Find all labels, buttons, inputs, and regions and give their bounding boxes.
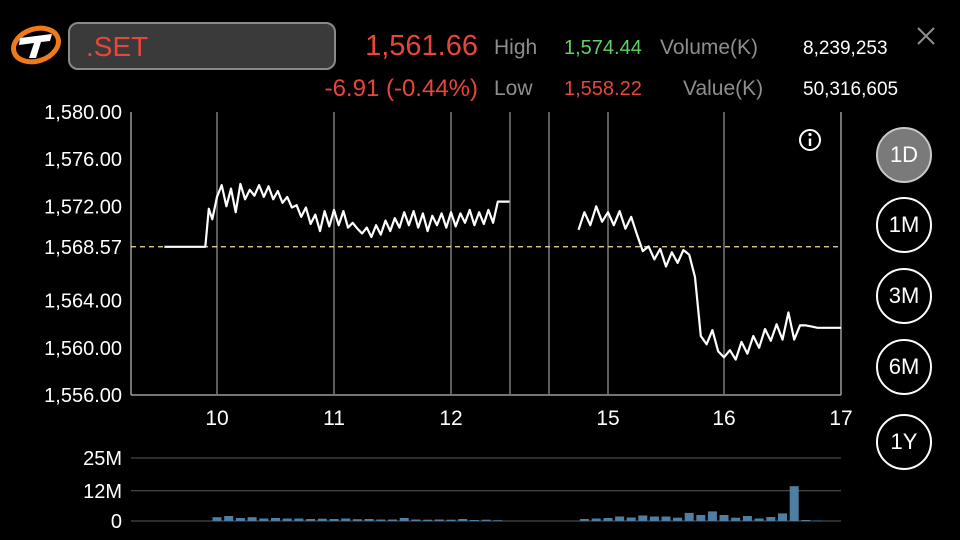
volume-bar <box>493 520 503 521</box>
volume-bar <box>235 518 245 521</box>
volume-bar <box>615 516 625 521</box>
y-tick-label: 1,564.00 <box>44 291 122 313</box>
volume-bar <box>259 518 269 521</box>
volume-bar <box>376 519 386 521</box>
price-chart-frame <box>130 112 842 396</box>
value-value: 50,316,605 <box>803 79 899 100</box>
period-1m-button[interactable]: 1M <box>876 197 932 253</box>
volume-bar <box>626 517 636 521</box>
volume-bar <box>707 511 717 521</box>
volume-bar <box>673 517 683 521</box>
volume-bar <box>742 516 752 521</box>
volume-bar <box>813 520 823 521</box>
y-tick-label: 1,556.00 <box>44 385 122 407</box>
volume-bar <box>801 520 811 521</box>
y-tick-label: 1,568.57 <box>44 237 122 259</box>
y-tick-label: 1,576.00 <box>44 149 122 171</box>
y-tick-label: 1,580.00 <box>44 102 122 124</box>
volume-tick-label: 25M <box>83 448 122 470</box>
volume-bars <box>212 486 823 521</box>
low-label: Low <box>494 77 533 100</box>
volume-bar <box>224 516 234 521</box>
x-tick-label: 11 <box>323 407 345 430</box>
volume-value: 8,239,253 <box>803 38 888 59</box>
volume-tick-label: 0 <box>111 511 122 533</box>
volume-bar <box>446 519 456 521</box>
volume-bar <box>388 519 397 521</box>
x-tick-label: 17 <box>829 407 852 430</box>
high-value: 1,574.44 <box>564 37 642 59</box>
symbol-input[interactable]: .SET <box>68 22 336 70</box>
volume-bar <box>329 519 339 521</box>
volume-bar <box>754 518 764 521</box>
volume-bar <box>766 517 776 521</box>
period-1y-button[interactable]: 1Y <box>876 414 932 470</box>
volume-bar <box>696 515 706 521</box>
volume-bar <box>778 513 787 521</box>
period-3m-button[interactable]: 3M <box>876 268 932 324</box>
symbol-value: .SET <box>86 31 149 62</box>
volume-bar <box>306 519 316 521</box>
price-chart: 1,580.00 1,576.00 1,572.00 1,568.57 1,564.00… <box>44 102 853 533</box>
volume-bar <box>212 517 222 521</box>
volume-bar <box>294 518 304 521</box>
price-change: -6.91 (-0.44%) <box>324 75 478 102</box>
volume-bar <box>603 518 613 521</box>
x-tick-label: 16 <box>712 407 735 430</box>
price-chart-grid <box>131 112 841 395</box>
high-label: High <box>494 36 538 59</box>
volume-bar <box>684 512 694 521</box>
volume-bar <box>661 516 671 521</box>
period-label: 6M <box>888 354 920 379</box>
volume-label: Volume(K) <box>660 36 759 59</box>
volume-bar <box>247 517 257 521</box>
volume-bar <box>341 518 351 521</box>
volume-bar <box>411 519 421 521</box>
price-line <box>164 182 510 248</box>
close-icon[interactable] <box>912 22 940 50</box>
volume-bar <box>591 518 601 521</box>
volume-chart-grid <box>131 457 841 522</box>
volume-bar <box>469 520 479 521</box>
volume-bar <box>271 518 280 521</box>
volume-bar <box>719 515 729 521</box>
period-label: 3M <box>888 283 920 308</box>
volume-bar <box>458 519 468 521</box>
volume-tick-label: 12M <box>83 481 122 503</box>
volume-bar <box>364 519 374 521</box>
settrade-logo <box>10 24 62 66</box>
x-tick-label: 15 <box>596 407 619 430</box>
last-price: 1,561.66 <box>365 30 478 62</box>
period-label: 1Y <box>890 429 918 454</box>
volume-bar <box>481 519 491 521</box>
x-tick-label: 12 <box>439 407 462 430</box>
volume-y-axis: 25M 12M 0 <box>83 448 122 533</box>
volume-bar <box>789 486 799 521</box>
volume-bar <box>399 518 409 521</box>
volume-bar <box>352 519 362 521</box>
price-line <box>577 205 841 361</box>
y-tick-label: 1,572.00 <box>44 196 122 218</box>
period-label: 1D <box>889 142 919 167</box>
volume-bar <box>317 518 327 521</box>
volume-bar <box>731 517 741 521</box>
volume-bar <box>649 516 659 521</box>
y-tick-label: 1,560.00 <box>44 338 122 360</box>
price-series <box>164 182 841 361</box>
low-value: 1,558.22 <box>564 78 642 100</box>
value-label: Value(K) <box>683 77 764 100</box>
period-label: 1M <box>888 212 920 237</box>
volume-bar <box>282 518 292 521</box>
x-tick-label: 10 <box>205 407 228 430</box>
info-icon[interactable] <box>799 129 821 151</box>
volume-bar <box>638 515 648 521</box>
period-1d-button[interactable]: 1D <box>876 127 932 183</box>
volume-bar <box>423 519 433 521</box>
volume-bar <box>434 519 444 521</box>
period-6m-button[interactable]: 6M <box>876 339 932 395</box>
price-y-axis: 1,580.00 1,576.00 1,572.00 1,568.57 1,564.00… <box>44 102 122 407</box>
time-x-axis: 10 11 12 15 16 17 <box>205 407 852 430</box>
volume-bar <box>579 519 589 521</box>
